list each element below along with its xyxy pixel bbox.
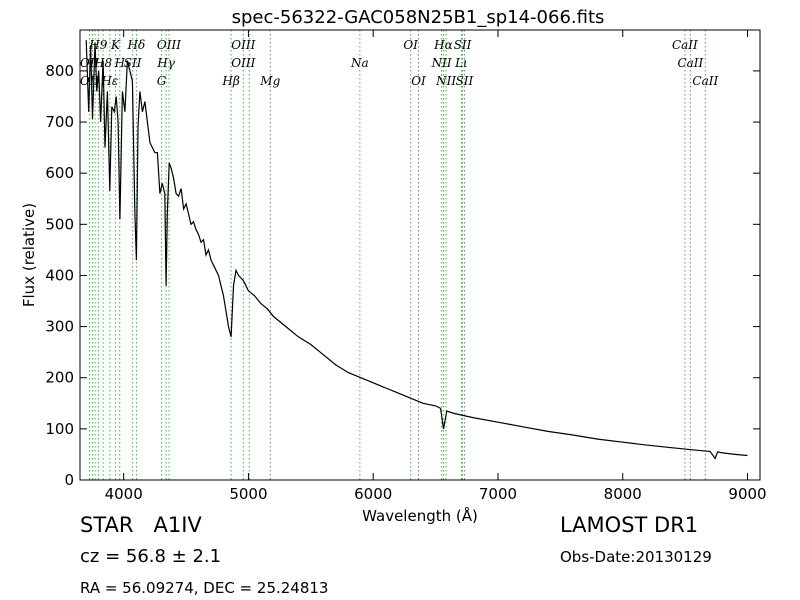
line-label: Hδ (127, 38, 146, 52)
line-label: H9 (88, 38, 107, 52)
plot-frame (79, 29, 761, 481)
line-label: H (114, 56, 126, 70)
line-label: NII (431, 56, 452, 70)
x-tick-label: 4000 (105, 485, 143, 503)
subclass-label: A1IV (153, 513, 202, 537)
ra-dec-coordinates: RA = 56.09274, DEC = 25.24813 (80, 579, 329, 597)
y-tick-label: 600 (45, 164, 74, 182)
y-tick-label: 200 (45, 369, 74, 387)
line-label: Lι (454, 56, 468, 70)
y-tick-label: 800 (45, 62, 74, 80)
line-label: Hε (100, 74, 118, 88)
y-axis-label: Flux (relative) (20, 203, 38, 307)
line-label: OI (411, 74, 426, 88)
observation-date: Obs-Date:20130129 (560, 548, 712, 566)
line-label: OIII (231, 56, 255, 70)
x-tick-label: 7000 (479, 485, 517, 503)
axis-ticks: 4000 5000 6000 7000 8000 9000 0 100 200 300 400 500… (45, 30, 767, 503)
line-label: CaII (692, 74, 718, 88)
y-tick-label: 0 (64, 471, 74, 489)
line-label: G (157, 74, 167, 88)
y-tick-label: 500 (45, 215, 74, 233)
y-tick-label: 400 (45, 266, 74, 284)
line-label: CaII (677, 56, 703, 70)
y-tick-label: 300 (45, 318, 74, 336)
line-label: Hγ (156, 56, 175, 70)
line-label: OIII (157, 38, 181, 52)
line-label: Hβ (221, 74, 239, 88)
x-tick-label: 5000 (229, 485, 267, 503)
line-label: SII (456, 74, 474, 88)
line-label: Hα (433, 38, 453, 52)
line-label: CaII (672, 38, 698, 52)
line-label: OI (403, 38, 418, 52)
line-label: Mg (259, 74, 280, 88)
chart-title: spec-56322-GAC058N25B1_sp14-066.fits (232, 7, 605, 28)
line-label: K (110, 38, 121, 52)
class-label: STAR (80, 513, 134, 537)
spectrum-series-line (85, 40, 748, 460)
y-tick-label: 100 (45, 420, 74, 438)
y-tick-label: 700 (45, 113, 74, 131)
x-tick-label: 6000 (354, 485, 392, 503)
line-label: SII (454, 38, 472, 52)
line-label: OIII (231, 38, 255, 52)
emission-line-markers (89, 30, 706, 480)
object-classification: STAR A1IV (80, 513, 202, 537)
line-label: Na (350, 56, 369, 70)
survey-name: LAMOST DR1 (560, 513, 699, 537)
x-axis-label: Wavelength (Å) (362, 506, 478, 525)
line-label: NII (435, 74, 456, 88)
redshift-cz: cz = 56.8 ± 2.1 (80, 546, 222, 567)
x-tick-label: 8000 (604, 485, 642, 503)
x-tick-label: 9000 (728, 485, 766, 503)
